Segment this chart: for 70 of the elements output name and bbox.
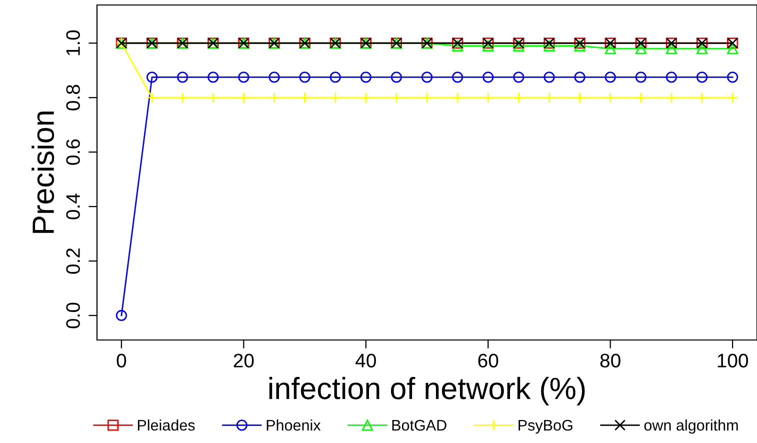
x-tick-label: 40 [356,354,376,368]
point [330,72,341,83]
point [452,92,464,104]
point [727,43,738,54]
point [146,92,158,104]
legend-label: own algorithm [644,419,738,434]
x-tick-label: 100 [718,354,748,368]
point [574,72,586,83]
legend-label: BotGAD [392,420,446,431]
point [666,92,677,104]
point [727,72,738,83]
y-tick-label: 0.8 [66,84,80,110]
x-tick-label: 60 [478,354,498,368]
point [696,43,708,54]
point [666,43,677,54]
point [635,72,646,83]
point [390,72,402,83]
y-tick-label: 0.6 [66,139,80,165]
point [604,43,616,54]
point [238,72,250,83]
y-tick-label: 0.4 [66,194,80,220]
point [421,92,433,104]
point [604,92,616,104]
point [146,72,158,83]
point [482,40,494,52]
point [604,72,616,83]
point [696,92,708,104]
point [635,92,646,104]
point [360,72,372,83]
point [544,92,555,104]
point [330,92,341,104]
point [177,72,188,83]
point [268,92,280,104]
point [452,40,464,52]
point [482,72,494,83]
x-tick-label: 0 [116,354,126,368]
point [574,92,586,104]
legend-label: PsyBoG [518,420,572,434]
point [208,72,219,83]
point [513,40,524,52]
x-tick-label: 20 [234,354,254,368]
legend-label: Phoenix [266,419,321,431]
point [116,310,127,322]
legend-label: Pleiades [138,419,195,431]
point [421,72,433,83]
point [696,72,708,83]
point [635,43,646,54]
x-tick-label: 80 [600,354,620,368]
point [299,72,310,83]
point [268,72,280,83]
point [666,72,677,83]
point [482,92,494,104]
y-axis-title: Precision [32,112,54,233]
point [452,72,464,83]
point [727,92,738,104]
point [544,40,555,52]
y-tick-label: 0.2 [66,248,80,274]
point [574,40,586,52]
point [390,92,402,104]
y-tick-label: 1.0 [66,30,80,56]
point [177,92,188,104]
point [299,92,310,104]
point [238,92,250,104]
y-tick-label: 0.0 [66,302,80,328]
point [360,92,372,104]
point [513,92,524,104]
x-axis-title: infection of network (%) [269,376,585,406]
point [513,72,524,83]
point [544,72,555,83]
point [208,92,219,104]
